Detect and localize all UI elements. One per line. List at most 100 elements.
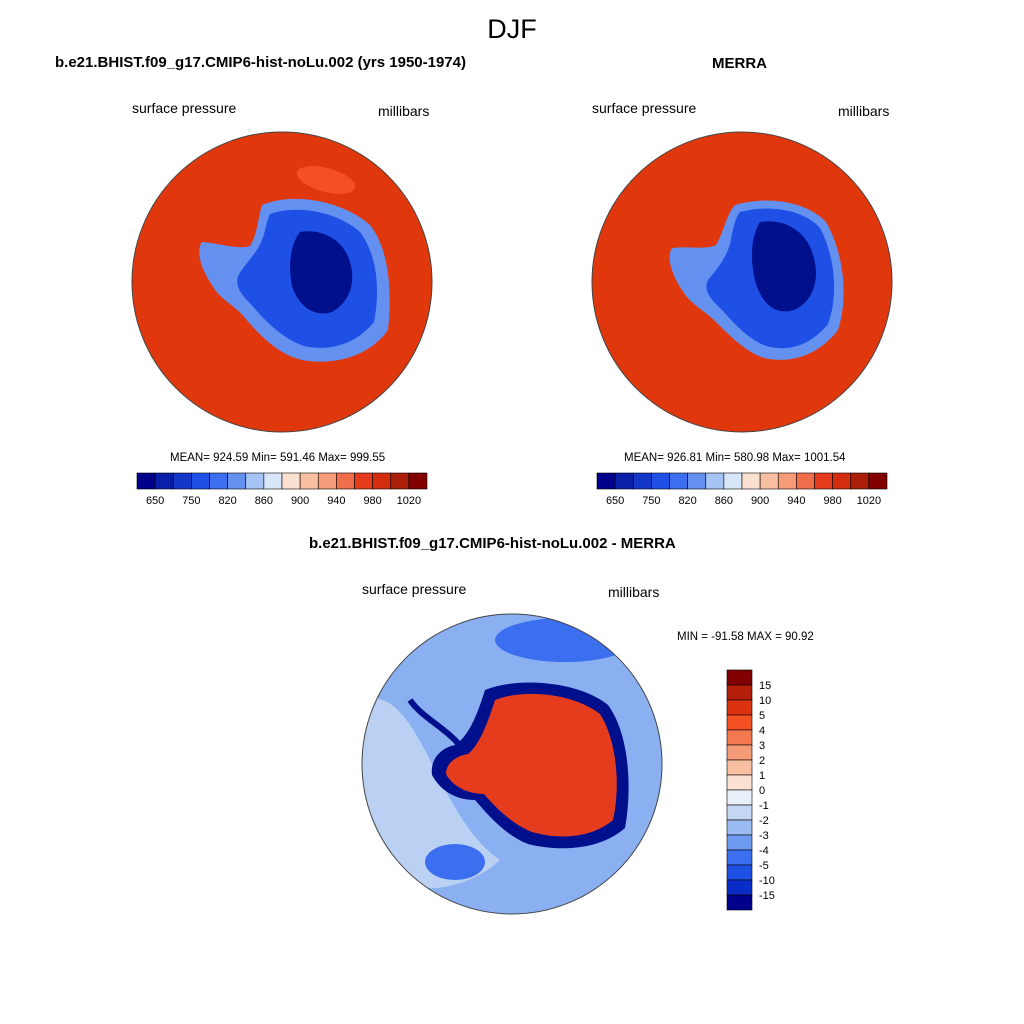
panel-1-colorbar-swatch [354,472,373,490]
panel-2-colorbar-tick-label: 900 [751,495,769,507]
difference-colorbar-swatch [726,879,753,896]
panel-2-colorbar-swatch [868,472,888,490]
panel-2-colorbar: 650 750 820 860 900 940 980 1020 [596,472,888,507]
panel-1-colorbar-swatch [191,472,210,490]
panel-1-colorbar-tick-label: 980 [363,495,381,507]
panel-2-colorbar-tick-label: 860 [715,495,733,507]
panel-1-title: b.e21.BHIST.f09_g17.CMIP6-hist-noLu.002 … [55,54,466,71]
difference-colorbar-swatch [726,864,753,881]
difference-colorbar-swatch [726,744,753,761]
panel-2-colorbar-swatch [759,472,779,490]
panel-1-colorbar-swatch [245,472,265,490]
difference-colorbar-tick-label: -15 [759,890,775,902]
panel-1-map [131,131,433,433]
panel-2-colorbar-tick-label: 940 [787,495,805,507]
panel-1-colorbar-tick-label: 940 [327,495,345,507]
panel-2-units: millibars [838,103,890,119]
panel-2-antarctica-core [751,221,816,312]
difference-colorbar-tick-label: -10 [759,875,775,887]
difference-colorbar-swatch [726,894,753,911]
difference-colorbar-tick-label: 3 [759,740,765,752]
difference-colorbar-swatch [726,819,753,836]
panel-1-pressure-high [296,166,356,194]
panel-1-antarctica-core [290,231,353,314]
difference-colorbar-tick-label: 5 [759,710,765,722]
panel-2-colorbar-swatch [632,472,652,490]
difference-colorbar-tick-label: 0 [759,785,765,797]
panel-2-colorbar-tick-label: 1020 [857,495,881,507]
panel-2-title: MERRA [712,55,767,72]
panel-2-colorbar-swatch [596,472,616,490]
panel-2-colorbar-swatch [705,472,725,490]
panel-1-colorbar-swatch [317,472,337,490]
panel-2-colorbar-swatch [687,472,707,490]
panel-1-units: millibars [378,103,430,119]
difference-map [361,613,663,915]
panel-1-colorbar-swatch [299,472,319,490]
panel-1-colorbar-tick-label: 650 [146,495,164,507]
difference-stats: MIN = -91.58 MAX = 90.92 [677,631,814,643]
difference-band-dark [495,618,635,662]
panel-2-outline [591,131,893,433]
difference-colorbar-tick-label: -1 [759,800,769,812]
difference-colorbar-tick-label: -5 [759,860,769,872]
panel-2-map [591,131,893,433]
difference-peninsula [407,698,465,750]
panel-1-colorbar-tick-label: 820 [218,495,236,507]
panel-2-colorbar-swatch [832,472,852,490]
difference-colorbar-tick-label: 10 [759,695,771,707]
panel-2-colorbar-tick-label: 750 [642,495,660,507]
panel-2-colorbar-swatch [741,472,761,490]
panel-1-colorbar-tick-label: 750 [182,495,200,507]
panel-1-colorbar-swatch [136,472,156,490]
panel-1-variable: surface pressure [132,100,237,116]
difference-colorbar-swatch [726,834,753,851]
panel-1-colorbar-swatch [227,472,247,490]
difference-colorbar-tick-label: 15 [759,680,771,692]
panel-2-colorbar-tick-label: 820 [678,495,696,507]
panel-1-colorbar-swatch [372,472,392,490]
difference-colorbar-swatch [726,759,753,776]
panel-1-colorbar-swatch [172,472,192,490]
panel-1-colorbar-swatch [209,472,228,490]
panel-1-colorbar-tick-label: 860 [255,495,273,507]
difference-colorbar-swatch [726,684,753,701]
difference-colorbar-tick-label: 2 [759,755,765,767]
difference-colorbar-tick-label: -3 [759,830,769,842]
panel-1-colorbar-swatch [263,472,283,490]
panel-1-colorbar-swatch [154,472,174,490]
panel-2-colorbar-swatch [723,472,743,490]
difference-outline [361,613,663,915]
panel-2-colorbar-tick-label: 980 [823,495,841,507]
difference-title: b.e21.BHIST.f09_g17.CMIP6-hist-noLu.002 … [309,535,676,552]
difference-variable: surface pressure [362,581,467,597]
panel-2-colorbar-swatch [777,472,797,490]
difference-colorbar-tick-label: 1 [759,770,765,782]
panel-2-colorbar-tick-label: 650 [606,495,624,507]
panel-2-stats: MEAN= 926.81 Min= 580.98 Max= 1001.54 [624,452,846,464]
panel-1-colorbar-swatch [281,472,301,490]
difference-colorbar-tick-label: 4 [759,725,765,737]
difference-colorbar-swatch [726,729,753,746]
difference-colorbar-tick-label: -4 [759,845,769,857]
panel-1-colorbar-swatch [408,472,428,490]
panel-2-variable: surface pressure [592,100,697,116]
figure-title: DJF [487,14,537,44]
panel-1-colorbar-swatch [336,472,355,490]
difference-antarctica-positive [446,693,617,837]
panel-1-colorbar: 650 750 820 860 900 940 980 1020 [136,472,428,507]
panel-2-colorbar-swatch [669,472,688,490]
difference-colorbar-swatch [726,789,753,806]
panel-1-stats: MEAN= 924.59 Min= 591.46 Max= 999.55 [170,452,386,464]
difference-band-light [362,698,500,889]
difference-colorbar-swatch [726,714,753,731]
panel-1-colorbar-tick-label: 900 [291,495,309,507]
panel-2-colorbar-swatch [850,472,870,490]
difference-colorbar-swatch [726,699,753,716]
panel-2-colorbar-swatch [814,472,833,490]
panel-2-colorbar-swatch [796,472,815,490]
difference-units: millibars [608,584,660,600]
panel-1-colorbar-swatch [390,472,410,490]
panel-2-colorbar-swatch [614,472,634,490]
